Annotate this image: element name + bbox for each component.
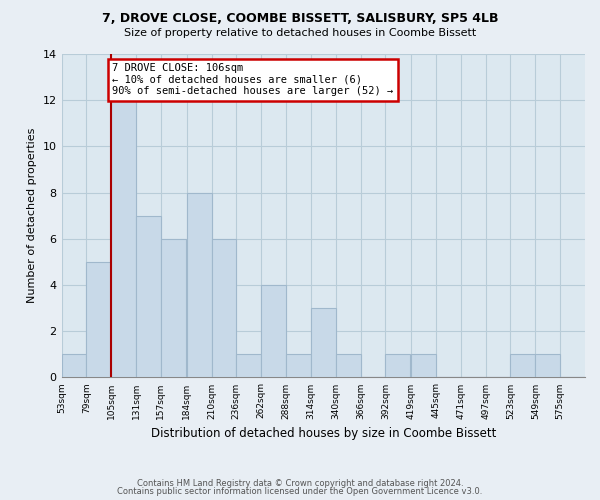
Bar: [136, 216, 161, 378]
Bar: [385, 354, 410, 378]
Text: Size of property relative to detached houses in Coombe Bissett: Size of property relative to detached ho…: [124, 28, 476, 38]
Bar: [261, 285, 286, 378]
Text: 7 DROVE CLOSE: 106sqm
← 10% of detached houses are smaller (6)
90% of semi-detac: 7 DROVE CLOSE: 106sqm ← 10% of detached …: [112, 63, 394, 96]
Bar: [111, 100, 136, 377]
Bar: [535, 354, 560, 378]
Bar: [236, 354, 261, 378]
X-axis label: Distribution of detached houses by size in Coombe Bissett: Distribution of detached houses by size …: [151, 427, 496, 440]
Bar: [286, 354, 311, 378]
Bar: [335, 354, 361, 378]
Bar: [411, 354, 436, 378]
Bar: [161, 239, 186, 378]
Bar: [212, 239, 236, 378]
Bar: [511, 354, 535, 378]
Bar: [311, 308, 335, 378]
Text: Contains public sector information licensed under the Open Government Licence v3: Contains public sector information licen…: [118, 487, 482, 496]
Bar: [86, 262, 111, 378]
Y-axis label: Number of detached properties: Number of detached properties: [27, 128, 37, 304]
Bar: [62, 354, 86, 378]
Bar: [187, 192, 212, 378]
Text: Contains HM Land Registry data © Crown copyright and database right 2024.: Contains HM Land Registry data © Crown c…: [137, 478, 463, 488]
Text: 7, DROVE CLOSE, COOMBE BISSETT, SALISBURY, SP5 4LB: 7, DROVE CLOSE, COOMBE BISSETT, SALISBUR…: [102, 12, 498, 26]
